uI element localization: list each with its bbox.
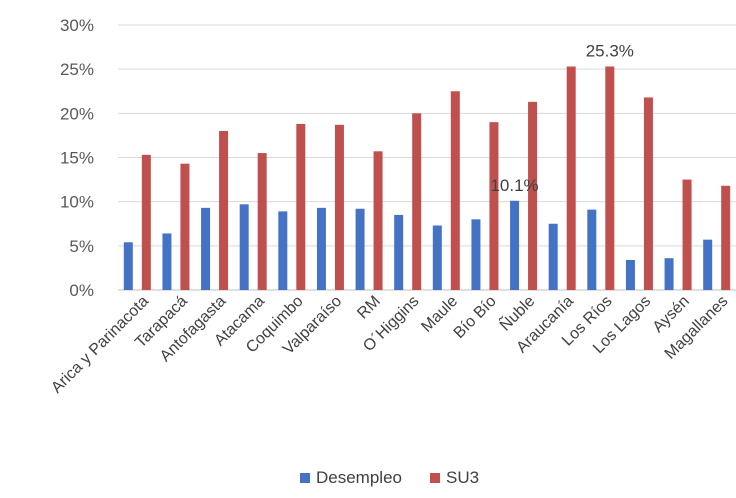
- bar-su3: [180, 163, 190, 290]
- x-tick-label: Bío Bío: [451, 293, 500, 342]
- y-tick-label: 20%: [60, 104, 94, 123]
- bar-su3: [643, 97, 653, 290]
- bar-su3: [141, 154, 151, 290]
- bars: [123, 66, 731, 291]
- data-label: 25.3%: [586, 42, 634, 61]
- bar-su3: [450, 91, 460, 290]
- bar-su3: [605, 66, 615, 291]
- bar-su3: [296, 123, 306, 290]
- bar-desempleo: [316, 207, 326, 290]
- bar-desempleo: [471, 219, 481, 290]
- legend-label: SU3: [446, 468, 479, 487]
- bar-desempleo: [548, 223, 558, 290]
- y-tick-label: 30%: [60, 16, 94, 35]
- bar-su3: [489, 122, 499, 291]
- legend-label: Desempleo: [316, 468, 402, 487]
- bar-desempleo: [432, 225, 442, 290]
- y-axis: 0% 5% 10% 15% 20% 25% 30%: [60, 16, 94, 300]
- bar-desempleo: [510, 200, 520, 290]
- data-labels: 10.1% 25.3%: [490, 42, 633, 195]
- y-tick-label: 15%: [60, 149, 94, 168]
- legend-swatch-su3: [430, 473, 440, 483]
- bar-su3: [219, 131, 229, 290]
- y-tick-label: 25%: [60, 60, 94, 79]
- bar-desempleo: [664, 258, 674, 290]
- bar-desempleo: [123, 242, 133, 290]
- data-label: 10.1%: [490, 176, 538, 195]
- bar-su3: [334, 124, 344, 290]
- bar-desempleo: [355, 208, 365, 290]
- bar-desempleo: [625, 259, 635, 290]
- bar-desempleo: [239, 204, 249, 290]
- bar-desempleo: [278, 211, 288, 290]
- y-tick-label: 5%: [69, 237, 94, 256]
- bar-su3: [682, 179, 692, 290]
- bar-su3: [373, 151, 383, 290]
- x-axis: Arica y ParinacotaTarapacáAntofagastaAta…: [48, 291, 731, 397]
- y-tick-label: 0%: [69, 281, 94, 300]
- x-tick-label: RM: [354, 293, 384, 323]
- bar-su3: [412, 113, 422, 290]
- legend: Desempleo SU3: [300, 468, 479, 487]
- bar-desempleo: [162, 233, 172, 290]
- grid-lines: [118, 24, 736, 291]
- bar-desempleo: [587, 209, 597, 290]
- bar-desempleo: [394, 214, 404, 290]
- bar-su3: [721, 185, 731, 290]
- bar-su3: [257, 153, 267, 290]
- bar-desempleo: [201, 207, 211, 290]
- bar-desempleo: [703, 239, 713, 290]
- bar-su3: [566, 66, 576, 291]
- legend-swatch-desempleo: [300, 473, 310, 483]
- bar-su3: [528, 101, 538, 290]
- y-tick-label: 10%: [60, 193, 94, 212]
